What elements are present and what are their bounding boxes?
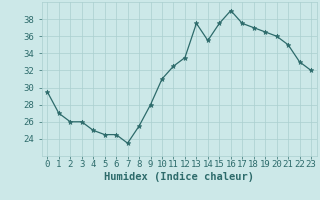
X-axis label: Humidex (Indice chaleur): Humidex (Indice chaleur) xyxy=(104,172,254,182)
